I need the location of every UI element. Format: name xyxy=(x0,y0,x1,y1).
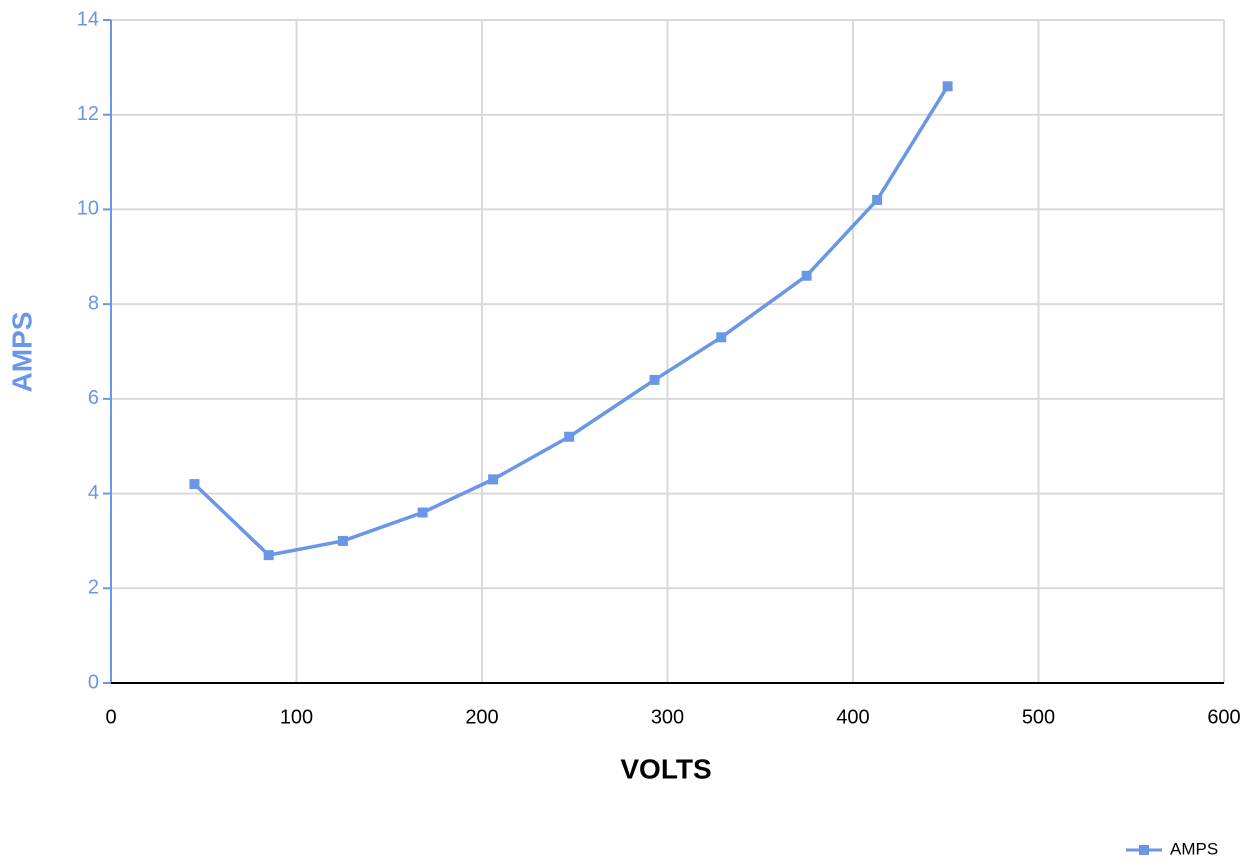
y-tick-label: 10 xyxy=(77,198,99,220)
x-tick-label: 300 xyxy=(651,706,684,728)
point-marker xyxy=(189,479,200,490)
point-marker xyxy=(564,431,575,442)
x-tick-label: 0 xyxy=(105,706,116,728)
y-tick-label: 6 xyxy=(88,387,99,409)
x-tick-label: 400 xyxy=(836,706,869,728)
x-tick-label: 600 xyxy=(1207,706,1240,728)
x-tick-label: 100 xyxy=(280,706,313,728)
point-marker xyxy=(263,550,274,561)
point-marker xyxy=(801,270,812,281)
y-tick-label: 12 xyxy=(77,103,99,125)
y-tick-label: 4 xyxy=(88,482,99,504)
legend-marker xyxy=(1139,845,1149,855)
y-axis-title: AMPS xyxy=(6,312,37,393)
x-axis-title: VOLTS xyxy=(620,753,711,784)
y-tick-label: 14 xyxy=(77,8,99,30)
point-marker xyxy=(942,81,953,92)
point-marker xyxy=(716,332,727,343)
point-marker xyxy=(337,535,348,546)
y-tick-label: 8 xyxy=(88,292,99,314)
legend-label: AMPS xyxy=(1170,839,1218,858)
series-line xyxy=(193,85,950,557)
point-marker xyxy=(488,474,499,485)
y-tick-label: 0 xyxy=(88,671,99,693)
point-marker xyxy=(872,194,883,205)
point-marker xyxy=(649,374,660,385)
x-tick-label: 200 xyxy=(465,706,498,728)
x-tick-label: 500 xyxy=(1022,706,1055,728)
y-tick-label: 2 xyxy=(88,577,99,599)
point-marker xyxy=(417,507,428,518)
